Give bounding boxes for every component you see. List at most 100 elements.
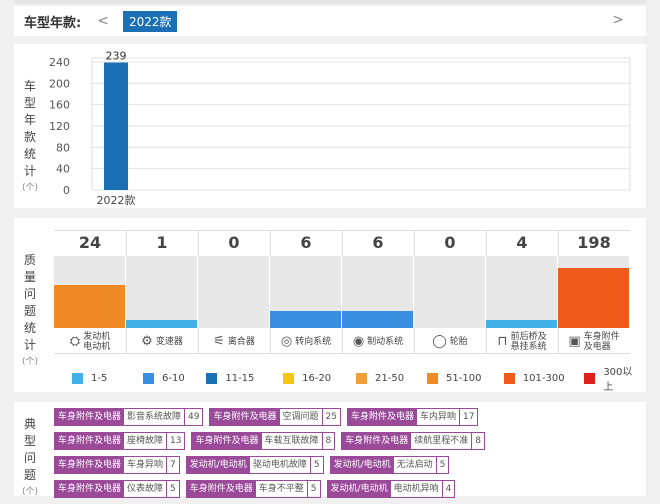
issue-category: 发动机/电动机 bbox=[330, 457, 394, 473]
quality-column[interactable]: 24 ⛭ 发动机 电动机 bbox=[54, 230, 127, 354]
year-selector-label: 车型年款: bbox=[24, 15, 82, 31]
legend-label: 101-300 bbox=[522, 372, 565, 384]
legend-label: 300以上 bbox=[603, 367, 633, 393]
issue-tag[interactable]: 车身附件及电器 车身异响 7 bbox=[54, 456, 180, 474]
issue-tag[interactable]: 发动机/电动机 驱动电机故障 5 bbox=[185, 456, 324, 474]
quality-bar-track bbox=[558, 256, 629, 328]
quality-category: ▣ 车身附件 及电器 bbox=[558, 329, 630, 355]
quality-column[interactable]: 0 ⚟ 离合器 bbox=[198, 230, 271, 354]
y-tick-label: 80 bbox=[56, 141, 70, 154]
issue-tag[interactable]: 车身附件及电器 仪表故障 5 bbox=[54, 480, 180, 498]
legend-label: 1-5 bbox=[91, 372, 108, 384]
legend-swatch bbox=[143, 372, 155, 384]
legend-swatch bbox=[427, 372, 439, 384]
quality-column[interactable]: 4 ⊓ 前后桥及 悬挂系统 bbox=[486, 230, 559, 354]
issue-tag[interactable]: 车身附件及电器 影音系统故障 49 bbox=[54, 408, 204, 426]
legend-swatch bbox=[584, 372, 596, 384]
prev-year-arrow-icon[interactable]: < bbox=[97, 13, 109, 29]
issue-problem: 电动机异响 bbox=[390, 481, 442, 497]
quality-column[interactable]: 1 ⚙ 变速器 bbox=[126, 230, 199, 354]
year-stats-chart: 0 40 80 120 160 200 240 239 2022款 bbox=[49, 50, 631, 207]
issue-category: 车身附件及电器 bbox=[210, 409, 280, 425]
year-stats-title: 车型年款统计 (个) bbox=[22, 78, 38, 197]
quality-title-char: 题 bbox=[23, 304, 36, 318]
issue-tag[interactable]: 发动机/电动机 电动机异响 4 bbox=[326, 480, 456, 498]
next-year-arrow-icon[interactable]: > bbox=[612, 12, 624, 28]
engine-icon: ⛭ bbox=[69, 334, 81, 349]
quality-category-label: 变速器 bbox=[155, 337, 183, 347]
quality-column[interactable]: 6 ◉ 制动系统 bbox=[342, 230, 415, 354]
issue-tag[interactable]: 车身附件及电器 车身不平整 5 bbox=[185, 480, 321, 498]
quality-title-char: 统 bbox=[23, 321, 36, 335]
body-icon: ▣ bbox=[568, 334, 581, 349]
issue-count: 7 bbox=[166, 457, 179, 473]
issue-count: 17 bbox=[459, 409, 477, 425]
quality-legend: 1-5 6-10 11-15 16-20 21-50 51-100 101-300 300以上 bbox=[72, 367, 642, 393]
quality-column[interactable]: 0 ◯ 轮胎 bbox=[414, 230, 487, 354]
issue-count: 8 bbox=[321, 433, 335, 449]
legend-item: 6-10 bbox=[143, 372, 206, 384]
quality-bar bbox=[126, 320, 197, 328]
quality-category-label: 车身附件 及电器 bbox=[583, 332, 620, 352]
issue-tag[interactable]: 车身附件及电器 车载互联故障 8 bbox=[191, 432, 336, 450]
issue-problem: 续航里程不准 bbox=[411, 433, 472, 449]
top-strip bbox=[14, 0, 646, 4]
issue-tag[interactable]: 车身附件及电器 车内异响 17 bbox=[346, 408, 479, 426]
legend-item: 101-300 bbox=[503, 372, 585, 384]
quality-bar-track bbox=[414, 256, 485, 328]
issue-category: 车身附件及电器 bbox=[186, 481, 256, 497]
quality-category: ⚟ 离合器 bbox=[198, 329, 270, 355]
quality-title-char: 量 bbox=[23, 270, 36, 284]
issue-problem: 座椅故障 bbox=[124, 433, 167, 449]
legend-swatch bbox=[72, 372, 83, 384]
steering-icon: ◎ bbox=[280, 334, 293, 349]
issue-category: 车身附件及电器 bbox=[55, 409, 125, 425]
legend-swatch bbox=[356, 372, 368, 384]
quality-category: ◯ 轮胎 bbox=[414, 329, 486, 355]
issue-category: 车身附件及电器 bbox=[55, 457, 125, 473]
quality-count: 24 bbox=[78, 233, 102, 252]
quality-column[interactable]: 198 ▣ 车身附件 及电器 bbox=[558, 230, 630, 354]
legend-item: 1-5 bbox=[72, 372, 143, 384]
issue-count: 4 bbox=[441, 481, 455, 497]
issue-category: 发动机/电动机 bbox=[186, 457, 250, 473]
issue-tag[interactable]: 车身附件及电器 续航里程不准 8 bbox=[341, 432, 486, 450]
quality-bar bbox=[54, 285, 125, 328]
legend-swatch bbox=[503, 372, 515, 384]
year-stats-title-char: 型 bbox=[23, 96, 36, 110]
quality-bar-track bbox=[486, 256, 557, 328]
issue-problem: 影音系统故障 bbox=[124, 409, 185, 425]
quality-bar-track bbox=[126, 256, 197, 328]
typical-issues-panel: 典型问题 (个) 车身附件及电器 影音系统故障 49 车身附件及电器 空调问题 25 车身附件… bbox=[14, 402, 646, 498]
tire-icon: ◯ bbox=[432, 334, 447, 349]
issue-row: 车身附件及电器 车身异响 7 发动机/电动机 驱动电机故障 5 发动机/电动机 无法启动 5 bbox=[54, 456, 642, 474]
quality-stats-title: 质量问题统计 (个) bbox=[22, 252, 38, 371]
selected-year-chip[interactable]: 2022款 bbox=[122, 10, 178, 32]
brake-icon: ◉ bbox=[352, 334, 365, 349]
quality-category: ◎ 转向系统 bbox=[270, 329, 342, 355]
issue-problem: 驱动电机故障 bbox=[249, 457, 310, 473]
year-stats-panel: 车型年款统计 (个) 0 40 80 120 160 200 240 239 2022款 bbox=[14, 44, 646, 208]
issue-count: 5 bbox=[309, 457, 323, 473]
issues-title-char: 问 bbox=[23, 451, 36, 465]
year-stats-title-char: 款 bbox=[23, 130, 36, 144]
quality-count: 0 bbox=[444, 233, 456, 252]
typical-issues-list: 车身附件及电器 影音系统故障 49 车身附件及电器 空调问题 25 车身附件及电器 车内异响 1… bbox=[54, 408, 642, 504]
issues-title-char: 型 bbox=[23, 434, 36, 448]
quality-category-label: 制动系统 bbox=[367, 337, 404, 347]
issue-category: 车身附件及电器 bbox=[55, 481, 125, 497]
issue-tag[interactable]: 车身附件及电器 空调问题 25 bbox=[209, 408, 341, 426]
issue-count: 5 bbox=[166, 481, 179, 497]
issue-tag[interactable]: 发动机/电动机 无法启动 5 bbox=[329, 456, 450, 474]
quality-column[interactable]: 6 ◎ 转向系统 bbox=[270, 230, 343, 354]
quality-stats-panel: 质量问题统计 (个) 24 ⛭ 发动机 电动机 1 ⚙ 变速器 0 ⚟ 离合器 6 ◎ 转向系统 6 ◉ 制动系… bbox=[14, 218, 646, 393]
issue-row: 车身附件及电器 影音系统故障 49 车身附件及电器 空调问题 25 车身附件及电器 车内异响 1… bbox=[54, 408, 642, 426]
bar[interactable] bbox=[104, 62, 128, 190]
quality-count: 0 bbox=[228, 233, 240, 252]
year-stats-title-char: 车 bbox=[23, 79, 36, 93]
legend-item: 21-50 bbox=[356, 372, 427, 384]
issue-tag[interactable]: 车身附件及电器 座椅故障 13 bbox=[54, 432, 186, 450]
quality-bar-track bbox=[54, 256, 125, 328]
year-selector-bar: 车型年款: < 2022款 > bbox=[14, 6, 646, 36]
issues-title-char: 题 bbox=[23, 468, 36, 482]
